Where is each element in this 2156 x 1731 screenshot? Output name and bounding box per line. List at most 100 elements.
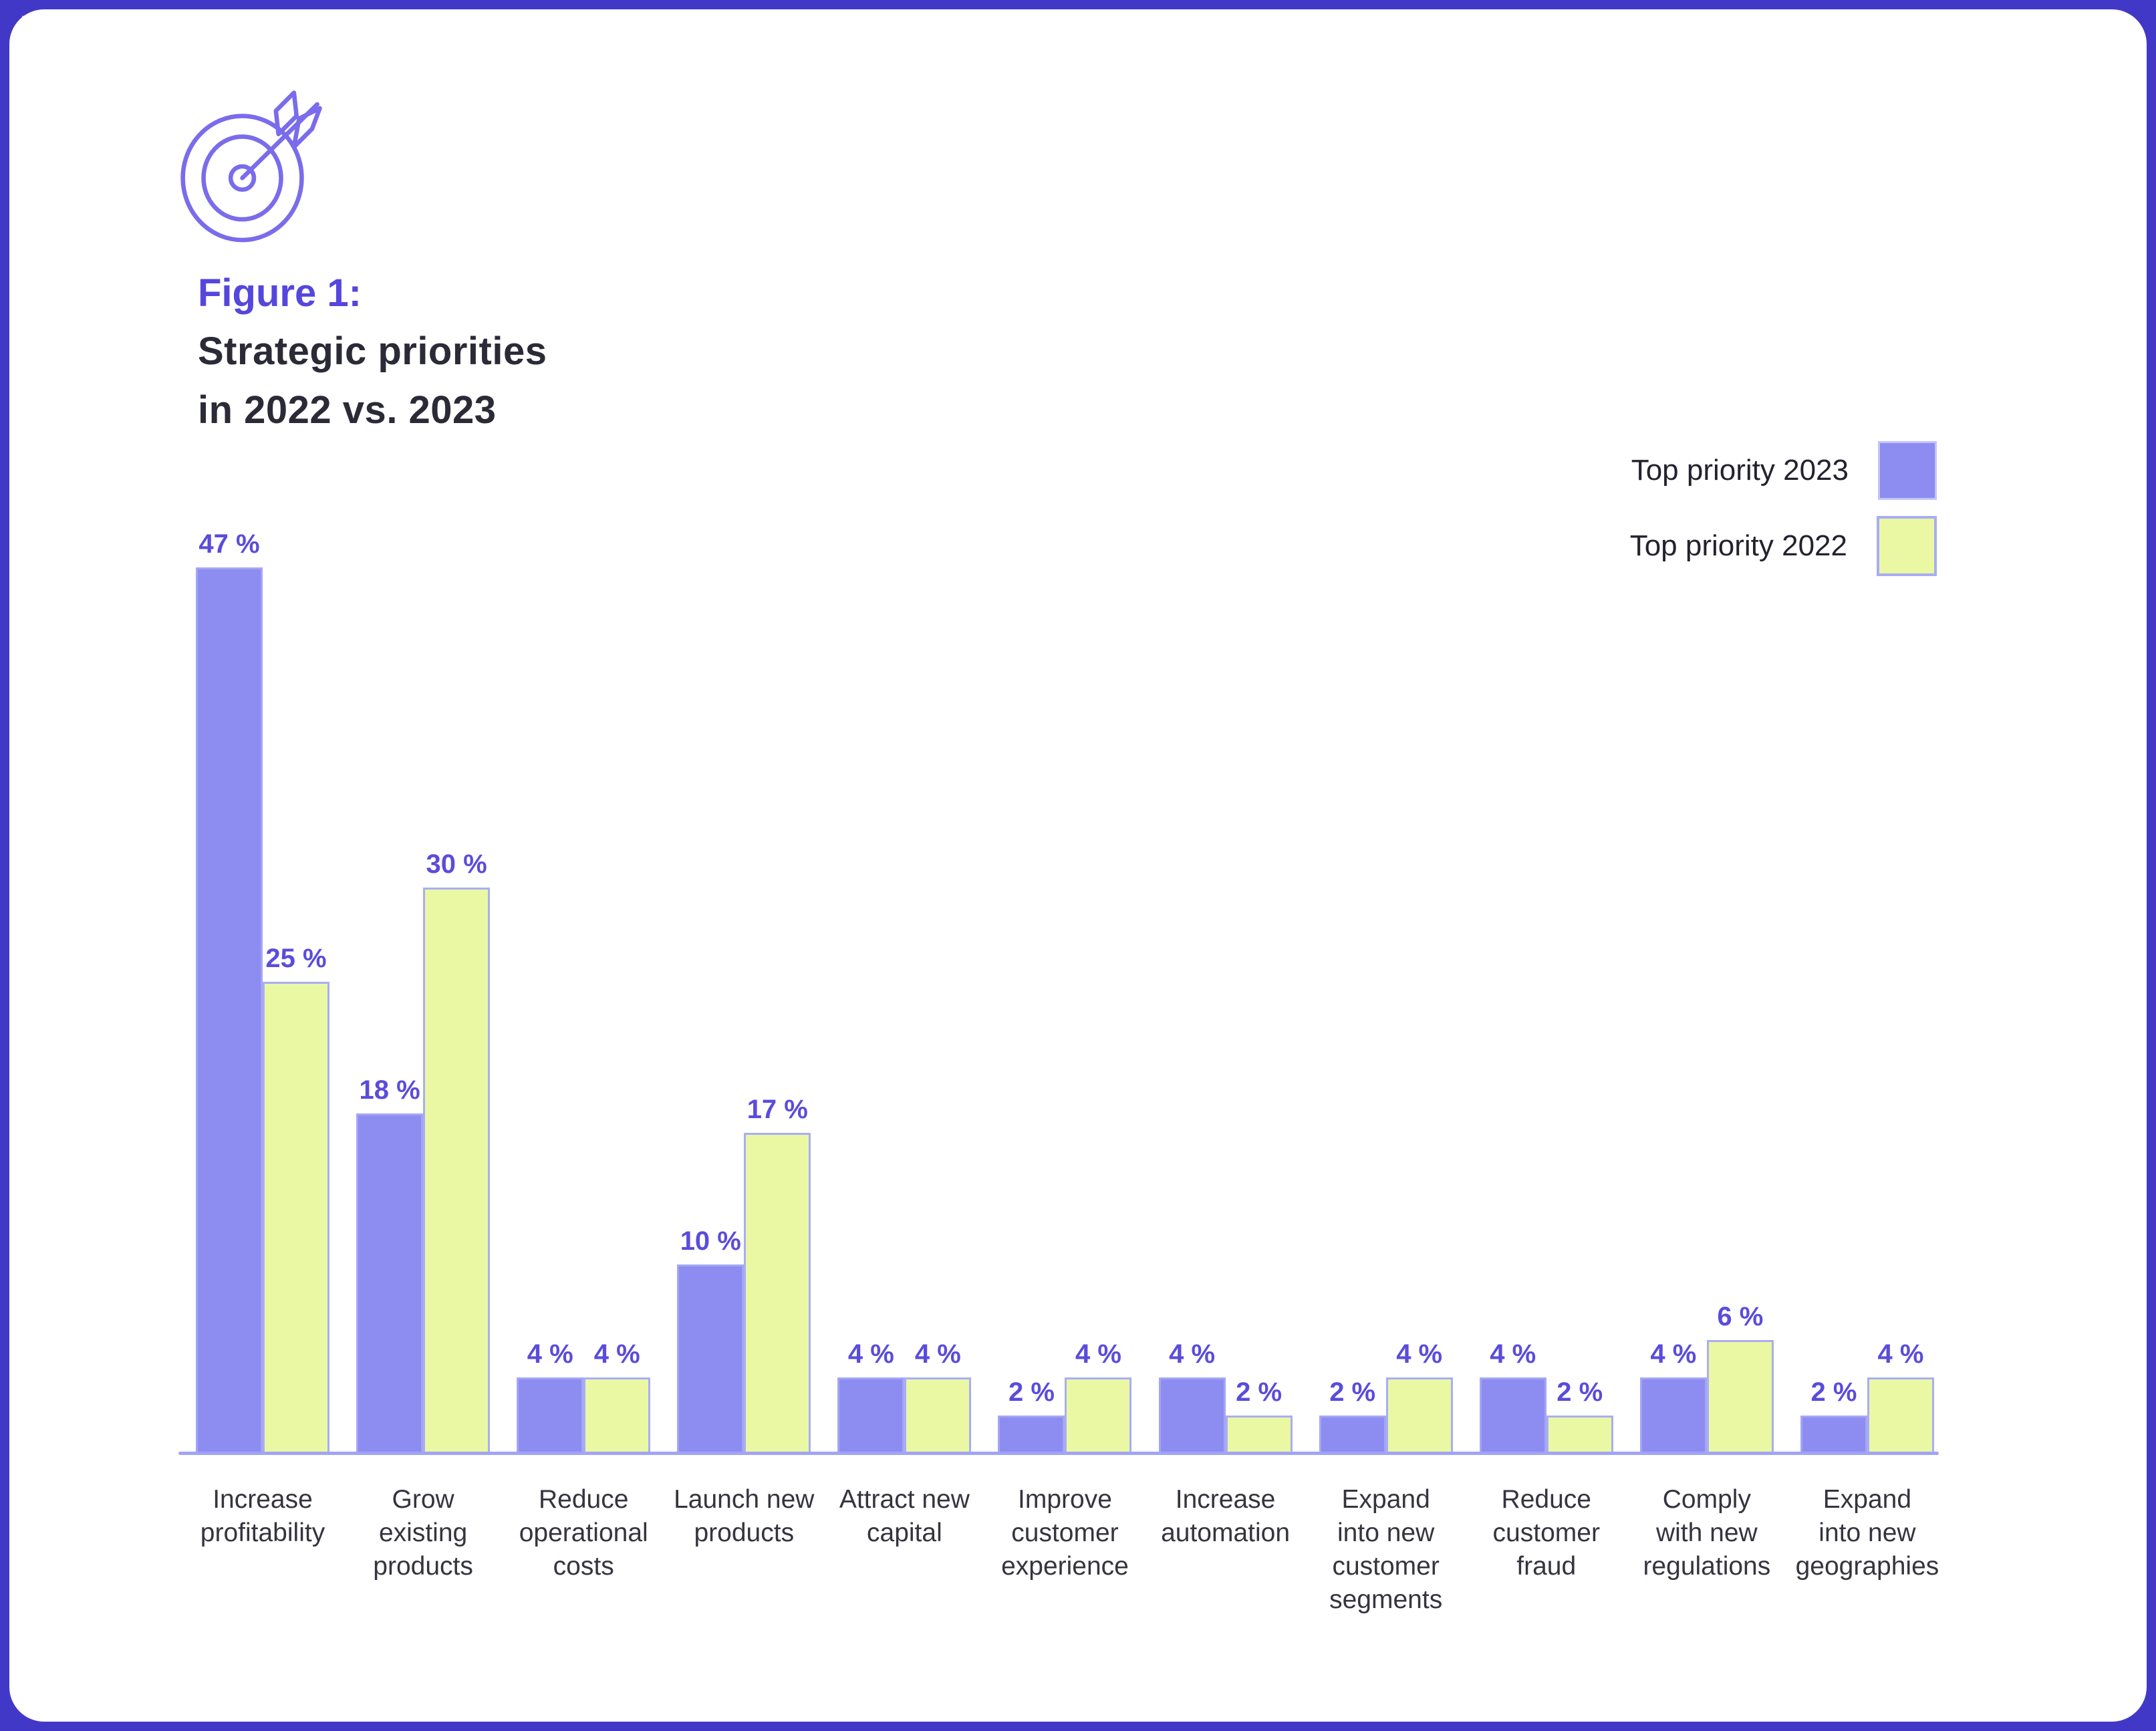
legend-row-2022: Top priority 2022 bbox=[1630, 516, 1937, 576]
bar-column: 2 % bbox=[1225, 1377, 1293, 1453]
bar-2023 bbox=[1800, 1416, 1867, 1453]
category-label: Increase profitability bbox=[200, 1485, 325, 1547]
bar-column: 25 % bbox=[263, 944, 329, 1453]
bar-2022 bbox=[1225, 1416, 1293, 1453]
bar-2022 bbox=[583, 1377, 651, 1453]
bar-value-label: 4 % bbox=[527, 1339, 573, 1369]
mouse-cursor-icon bbox=[20, 15, 30, 27]
bar-2022 bbox=[263, 982, 329, 1453]
bar-value-label: 4 % bbox=[1169, 1339, 1216, 1369]
target-arrow-icon bbox=[180, 90, 322, 243]
bar-value-label: 17 % bbox=[747, 1095, 808, 1124]
bar-column: 2 % bbox=[1546, 1377, 1613, 1453]
bar-column: 4 % bbox=[904, 1339, 972, 1453]
bar-value-label: 4 % bbox=[847, 1339, 894, 1369]
legend-label-2022: Top priority 2022 bbox=[1629, 529, 1847, 562]
category-label: Expand into new customer segments bbox=[1329, 1485, 1443, 1614]
bar-column: 4 % bbox=[1479, 1339, 1546, 1453]
bar-group: 4 % 2 % bbox=[1479, 1339, 1613, 1453]
legend-row-2023: Top priority 2023 bbox=[1630, 440, 1937, 501]
category-label: Expand into new geographies bbox=[1795, 1485, 1939, 1581]
bar-column: 2 % bbox=[1800, 1377, 1867, 1453]
bar-value-label: 2 % bbox=[1008, 1377, 1055, 1407]
category-label: Grow existing products bbox=[373, 1485, 473, 1581]
bar-group: 4 % 6 % bbox=[1639, 1302, 1774, 1453]
bar-group: 10 % 17 % bbox=[677, 1095, 811, 1453]
bar-column: 4 % bbox=[583, 1339, 651, 1453]
bar-value-label: 25 % bbox=[265, 944, 327, 973]
bar-column: 18 % bbox=[356, 1075, 424, 1453]
bar-2022 bbox=[1065, 1377, 1132, 1453]
bar-value-label: 6 % bbox=[1717, 1302, 1764, 1331]
bar-value-label: 30 % bbox=[426, 849, 487, 879]
bar-2022 bbox=[904, 1377, 972, 1453]
bar-2023 bbox=[677, 1264, 745, 1453]
bar-group: 4 % 4 % bbox=[837, 1339, 972, 1453]
bar-column: 47 % bbox=[196, 529, 263, 1453]
bar-group: 18 % 30 % bbox=[356, 849, 491, 1453]
bar-group: 2 % 4 % bbox=[998, 1339, 1132, 1453]
bar-2023 bbox=[998, 1416, 1065, 1453]
title-block: Figure 1: Strategic priorities in 2022 v… bbox=[198, 265, 547, 440]
category-label: Increase automation bbox=[1161, 1485, 1291, 1547]
bar-column: 10 % bbox=[677, 1226, 745, 1453]
bar-column: 4 % bbox=[1158, 1339, 1226, 1453]
category-label: Attract new capital bbox=[839, 1485, 970, 1547]
bar-2022 bbox=[1867, 1377, 1934, 1453]
bar-column: 4 % bbox=[1639, 1339, 1707, 1453]
bar-column: 4 % bbox=[837, 1339, 905, 1453]
bar-2023 bbox=[356, 1113, 424, 1453]
bar-column: 17 % bbox=[744, 1095, 811, 1453]
bar-2023 bbox=[837, 1377, 905, 1453]
bar-column: 2 % bbox=[998, 1377, 1065, 1453]
bar-value-label: 2 % bbox=[1236, 1377, 1283, 1407]
category-label: Reduce operational costs bbox=[519, 1485, 648, 1581]
bar-2023 bbox=[1319, 1416, 1386, 1453]
bar-value-label: 4 % bbox=[1075, 1339, 1121, 1369]
figure-number-label: Figure 1: bbox=[198, 271, 362, 315]
bar-column: 4 % bbox=[1065, 1339, 1132, 1453]
chart-legend: Top priority 2023 Top priority 2022 bbox=[1630, 440, 1937, 576]
bar-2022 bbox=[1385, 1377, 1453, 1453]
bar-value-label: 4 % bbox=[1650, 1339, 1697, 1369]
bar-value-label: 4 % bbox=[1877, 1339, 1924, 1369]
bar-group: 2 % 4 % bbox=[1319, 1339, 1453, 1453]
bar-2023 bbox=[196, 567, 263, 1453]
category-label: Reduce customer fraud bbox=[1492, 1485, 1600, 1581]
bar-group: 4 % 2 % bbox=[1158, 1339, 1293, 1453]
figure-card: Figure 1: Strategic priorities in 2022 v… bbox=[9, 9, 2147, 1722]
legend-label-2023: Top priority 2023 bbox=[1631, 454, 1849, 487]
bar-value-label: 4 % bbox=[1396, 1339, 1443, 1369]
bar-2023 bbox=[1639, 1377, 1707, 1453]
bar-group: 4 % 4 % bbox=[517, 1339, 651, 1453]
category-axis-labels: Increase profitability Grow existing prod… bbox=[196, 1483, 1939, 1657]
bar-value-label: 2 % bbox=[1810, 1377, 1857, 1407]
bar-group: 47 % 25 % bbox=[196, 529, 329, 1453]
bar-column: 30 % bbox=[423, 849, 491, 1453]
category-label: Improve customer experience bbox=[1001, 1485, 1129, 1581]
bar-value-label: 2 % bbox=[1329, 1377, 1376, 1407]
legend-swatch-2022 bbox=[1877, 516, 1937, 576]
bar-column: 4 % bbox=[1385, 1339, 1453, 1453]
bar-value-label: 4 % bbox=[593, 1339, 640, 1369]
x-axis-line bbox=[178, 1452, 1939, 1455]
figure-title: Strategic priorities in 2022 vs. 2023 bbox=[198, 329, 547, 432]
bar-column: 2 % bbox=[1319, 1377, 1386, 1453]
bar-2022 bbox=[423, 888, 491, 1453]
bar-2022 bbox=[1706, 1340, 1774, 1453]
bar-2022 bbox=[744, 1133, 811, 1453]
bar-value-label: 4 % bbox=[914, 1339, 961, 1369]
bar-column: 4 % bbox=[517, 1339, 584, 1453]
bar-value-label: 47 % bbox=[198, 529, 260, 559]
bar-value-label: 4 % bbox=[1490, 1339, 1536, 1369]
bar-2023 bbox=[517, 1377, 584, 1453]
bar-column: 4 % bbox=[1867, 1339, 1934, 1453]
bar-group: 2 % 4 % bbox=[1800, 1339, 1934, 1453]
bar-chart: 47 % 25 % 18 % 30 % 4 % 4 % 10 % 17 % 4 % 4 % 2 % 4… bbox=[196, 477, 1934, 1453]
bar-2022 bbox=[1546, 1416, 1613, 1453]
bar-2023 bbox=[1479, 1377, 1546, 1453]
bar-value-label: 18 % bbox=[359, 1075, 420, 1105]
bar-column: 6 % bbox=[1706, 1302, 1774, 1453]
category-label: Comply with new regulations bbox=[1643, 1485, 1771, 1581]
